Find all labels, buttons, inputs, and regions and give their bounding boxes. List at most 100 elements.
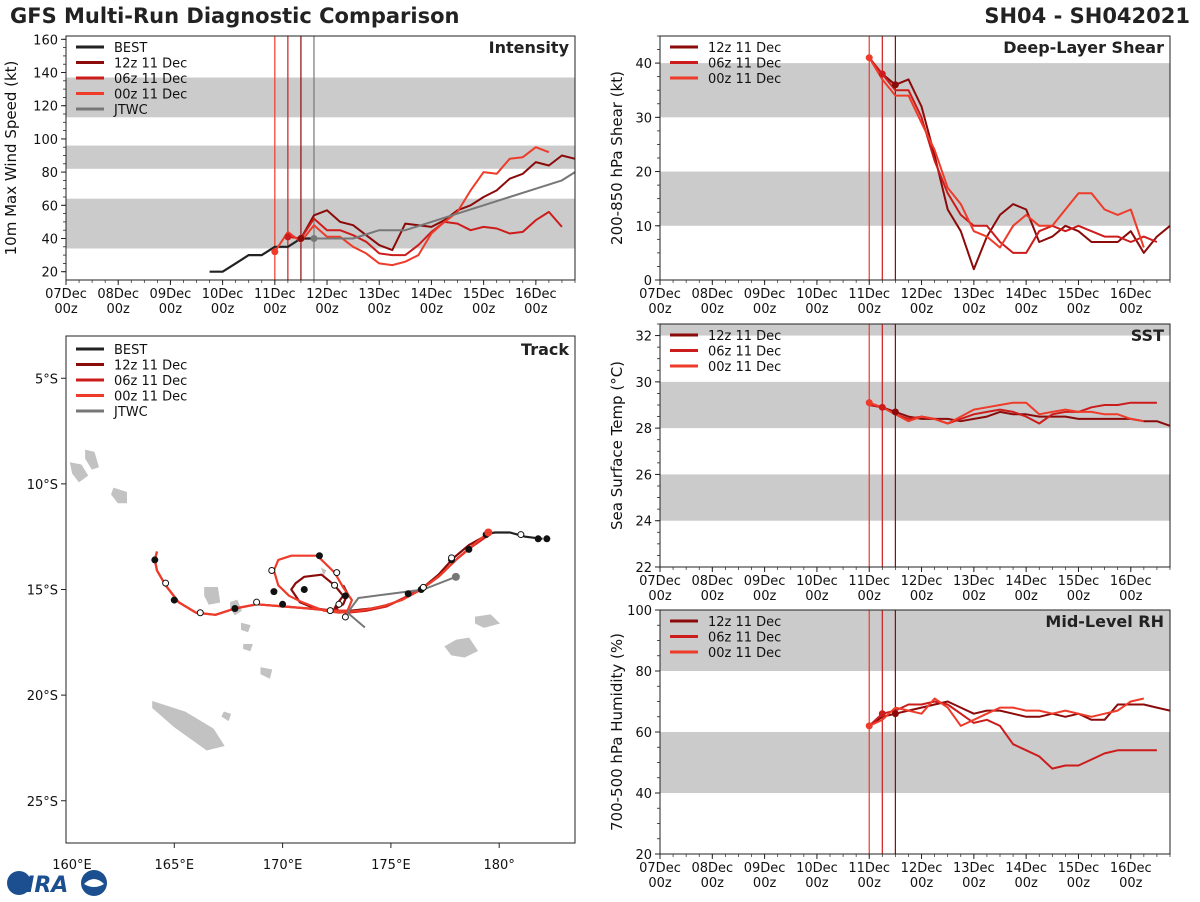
intensity-ytick-label: 40 xyxy=(41,233,58,248)
island-shape xyxy=(111,487,127,504)
sst-ytick-label: 30 xyxy=(635,376,652,391)
rh-xtick-label-hour: 00z xyxy=(753,876,777,891)
intensity-frame xyxy=(65,35,576,281)
intensity-xtick-label: 10Dec xyxy=(202,287,244,302)
sst-xtick-label: 09Dec xyxy=(744,574,786,589)
shear-chart: 01020304007Dec00z08Dec00z09Dec00z10Dec00… xyxy=(608,35,1171,317)
shear-title: Deep-Layer Shear xyxy=(1003,38,1164,57)
sst-xtick-label-hour: 00z xyxy=(1067,589,1091,604)
intensity-xtick-label-hour: 00z xyxy=(107,302,131,317)
rh-xtick-label: 14Dec xyxy=(1005,861,1047,876)
shear-xtick-label: 07Dec xyxy=(639,287,681,302)
rh-frame xyxy=(659,609,1171,855)
sst-xtick-label-hour: 00z xyxy=(910,589,934,604)
rh-legend-label-run06z: 06z 11 Dec xyxy=(708,631,781,646)
track-point-filled xyxy=(270,588,278,596)
island-shape xyxy=(240,622,251,633)
shear-xtick-label-hour: 00z xyxy=(805,302,829,317)
island-shape xyxy=(320,567,327,576)
rh-ytick-label: 20 xyxy=(635,848,652,863)
figure-title: GFS Multi-Run Diagnostic Comparison xyxy=(10,4,460,28)
intensity-xtick-label-hour: 00z xyxy=(263,302,287,317)
track-ytick-label: 5°S xyxy=(35,372,58,387)
intensity-legend-label-best: BEST xyxy=(114,41,147,56)
intensity-line-jtwc xyxy=(314,171,576,240)
track-point-filled xyxy=(315,552,323,560)
intensity-band xyxy=(66,77,575,118)
rh-xtick-label-hour: 00z xyxy=(648,876,672,891)
sst-legend-label-run12z: 12z 11 Dec xyxy=(708,329,781,344)
globe-icon xyxy=(7,871,31,895)
intensity-xtick-label: 13Dec xyxy=(358,287,400,302)
shear-init-marker-run00z xyxy=(865,54,873,62)
track-point-filled xyxy=(300,586,308,593)
shear-band xyxy=(660,171,1170,226)
island-shape xyxy=(221,711,232,722)
track-xtick-label: 160°E xyxy=(52,858,92,873)
shear-ylabel: 200-850 hPa Shear (kt) xyxy=(608,71,626,245)
intensity-xtick-label: 15Dec xyxy=(463,287,505,302)
shear-legend-label-run12z: 12z 11 Dec xyxy=(708,41,781,56)
sst-init-marker-run12z xyxy=(891,408,899,416)
intensity-init-marker-run12z xyxy=(297,235,305,243)
island-shape xyxy=(444,637,479,658)
sst-line-run00z xyxy=(868,401,1144,425)
track-point-filled xyxy=(279,600,287,608)
rh-ytick-label: 40 xyxy=(635,787,652,802)
track-title: Track xyxy=(521,340,569,359)
track-init-marker-run00z xyxy=(484,528,493,537)
sst-xtick-label-hour: 00z xyxy=(753,589,777,604)
track-point-open xyxy=(268,566,276,574)
track-ytick-label: 25°S xyxy=(27,795,58,810)
shear-frame xyxy=(659,35,1171,281)
sst-xtick-label: 11Dec xyxy=(848,574,890,589)
rh-legend-label-run12z: 12z 11 Dec xyxy=(708,615,781,630)
track-point-open xyxy=(448,554,456,562)
track-ytick-label: 20°S xyxy=(27,689,58,704)
storm-id: SH04 - SH042021 xyxy=(984,4,1190,28)
sst-ytick-label: 26 xyxy=(635,468,652,483)
rh-xtick-label: 13Dec xyxy=(953,861,995,876)
intensity-ytick-label: 160 xyxy=(33,33,58,48)
island-shape xyxy=(69,462,89,483)
intensity-legend-label-run12z: 12z 11 Dec xyxy=(114,57,187,72)
intensity-xtick-label-hour: 00z xyxy=(524,302,548,317)
track-legend-label-run12z: 12z 11 Dec xyxy=(114,359,187,374)
intensity-ytick-label: 100 xyxy=(33,133,58,148)
intensity-init-marker-run00z xyxy=(271,248,279,256)
track-line-run00z xyxy=(153,531,490,616)
track-point-filled xyxy=(231,605,239,613)
sst-xtick-label-hour: 00z xyxy=(1014,589,1038,604)
intensity-legend-label-run06z: 06z 11 Dec xyxy=(114,72,187,87)
intensity-init-marker-run06z xyxy=(284,233,292,241)
track-point-open xyxy=(335,600,343,608)
intensity-xtick-label: 09Dec xyxy=(150,287,192,302)
sst-init-marker-run00z xyxy=(865,399,873,407)
island-shape xyxy=(152,700,225,751)
shear-ytick-label: 30 xyxy=(635,111,652,126)
sst-ytick-label: 32 xyxy=(635,330,652,345)
shear-line-run00z xyxy=(868,57,1145,249)
track-line-jtwc xyxy=(346,575,457,629)
shear-xtick-label: 14Dec xyxy=(1005,287,1047,302)
sst-xtick-label: 13Dec xyxy=(953,574,995,589)
sst-xtick-label: 07Dec xyxy=(639,574,681,589)
rh-xtick-label: 08Dec xyxy=(691,861,733,876)
intensity-ytick-label: 80 xyxy=(41,166,58,181)
track-point-filled xyxy=(341,592,349,600)
track-point-open xyxy=(162,579,170,587)
sst-xtick-label: 10Dec xyxy=(796,574,838,589)
intensity-band xyxy=(66,145,575,169)
sst-xtick-label-hour: 00z xyxy=(858,589,882,604)
intensity-xtick-label: 11Dec xyxy=(254,287,296,302)
intensity-legend-label-jtwc: JTWC xyxy=(113,103,148,118)
rh-line-run00z xyxy=(868,697,1145,727)
shear-line-run12z xyxy=(868,57,1171,271)
track-xtick-label: 170°E xyxy=(263,858,303,873)
rh-xtick-label: 09Dec xyxy=(744,861,786,876)
intensity-xtick-label-hour: 00z xyxy=(54,302,78,317)
track-xtick-label: 180° xyxy=(484,858,515,873)
sst-xtick-label-hour: 00z xyxy=(648,589,672,604)
island-shape xyxy=(243,644,253,652)
